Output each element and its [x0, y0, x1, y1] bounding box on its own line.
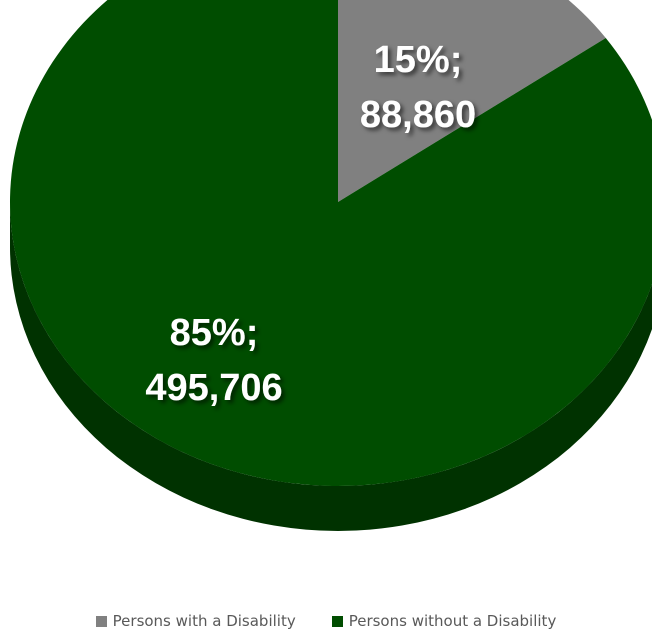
legend-swatch-with-disability [95, 615, 107, 627]
pie-slice-1 [10, 0, 652, 486]
legend-item-with-disability: Persons with a Disability [95, 612, 296, 630]
pie-side [10, 202, 652, 531]
pie-slice-label-value-0: 88,860 [360, 94, 476, 136]
legend-swatch-without-disability [331, 615, 343, 627]
pie-slice-label-value-1: 495,706 [145, 367, 282, 409]
pie-side-1 [10, 202, 652, 531]
pie-top [10, 0, 652, 486]
pie-slice-0 [338, 0, 606, 202]
legend-item-without-disability: Persons without a Disability [331, 612, 557, 630]
legend-label-without-disability: Persons without a Disability [348, 612, 557, 630]
legend-label-with-disability: Persons with a Disability [112, 612, 296, 630]
pie-slice-label-percent-1: 85%; [170, 312, 259, 354]
legend: Persons with a Disability Persons withou… [0, 612, 652, 630]
pie-slice-label-percent-0: 15%; [374, 39, 463, 81]
pie-labels: 15%; 88,860 85%; 495,706 [145, 39, 476, 409]
